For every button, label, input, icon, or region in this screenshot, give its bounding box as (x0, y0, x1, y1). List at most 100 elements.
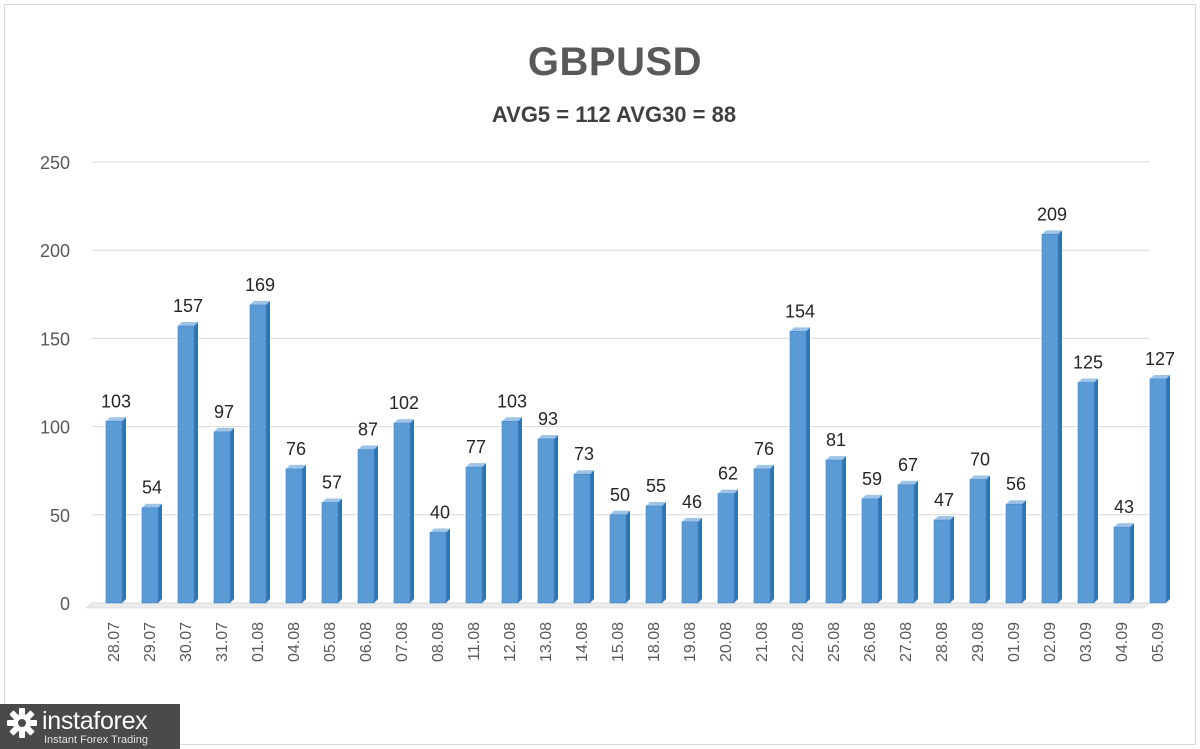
bar-top (178, 322, 198, 327)
bar-top (934, 516, 954, 521)
bar (501, 421, 519, 604)
data-label: 103 (497, 391, 527, 411)
data-label: 157 (173, 296, 203, 316)
bar-top (574, 470, 594, 475)
bar-side (1094, 378, 1098, 603)
data-label: 46 (682, 492, 702, 512)
bar (609, 514, 627, 604)
data-label: 169 (245, 275, 275, 295)
bar-top (1006, 500, 1026, 505)
chart-frame (4, 4, 1196, 745)
chart-floor (85, 602, 1151, 609)
data-label: 87 (358, 420, 378, 440)
bar-top (358, 445, 378, 450)
y-tick-label: 200 (40, 241, 70, 261)
y-tick-label: 0 (60, 594, 70, 614)
bar-side (446, 528, 450, 603)
bar-side (698, 517, 702, 603)
x-tick-label: 18.08 (646, 622, 663, 662)
bar (249, 304, 267, 604)
bar-side (158, 503, 162, 603)
data-label: 209 (1037, 204, 1067, 224)
bar-top (394, 419, 414, 424)
bar-top (1114, 523, 1134, 528)
bar-side (482, 463, 486, 603)
bar-top (970, 475, 990, 480)
x-tick-label: 04.08 (286, 622, 303, 662)
bar-side (842, 456, 846, 603)
x-tick-label: 06.08 (358, 622, 375, 662)
data-label: 55 (646, 476, 666, 496)
data-label: 81 (826, 430, 846, 450)
bar-top (286, 464, 306, 469)
x-tick-label: 20.08 (718, 622, 735, 662)
bar-top (106, 417, 126, 422)
bar-side (1166, 374, 1170, 603)
bar-top (826, 456, 846, 461)
x-tick-label: 21.08 (754, 622, 771, 662)
data-label: 103 (101, 391, 131, 411)
chart-title: GBPUSD (527, 40, 703, 84)
bar (1005, 503, 1023, 604)
logo-name: instaforex (42, 707, 148, 735)
bar-top (214, 427, 234, 432)
y-tick-label: 50 (50, 506, 70, 526)
bar-side (770, 464, 774, 603)
data-label: 54 (142, 478, 162, 498)
data-label: 73 (574, 444, 594, 464)
bar-top (898, 480, 918, 485)
bar (1077, 382, 1095, 604)
x-tick-label: 04.09 (1114, 622, 1131, 662)
x-tick-label: 31.07 (214, 622, 231, 662)
bar (861, 498, 879, 604)
data-label: 47 (934, 490, 954, 510)
bar-side (950, 516, 954, 603)
gear-icon (7, 708, 37, 738)
y-tick-label: 100 (40, 418, 70, 438)
x-tick-label: 29.07 (142, 622, 159, 662)
data-label: 93 (538, 409, 558, 429)
x-tick-label: 29.08 (970, 622, 987, 662)
x-tick-label: 01.08 (250, 622, 267, 662)
bar-side (302, 464, 306, 603)
x-tick-label: 13.08 (538, 622, 555, 662)
bar (1113, 526, 1131, 604)
data-label: 125 (1073, 353, 1103, 373)
data-label: 50 (610, 485, 630, 505)
bar (177, 325, 195, 604)
x-tick-label: 22.08 (790, 622, 807, 662)
x-tick-label: 15.08 (610, 622, 627, 662)
bar-top (1078, 378, 1098, 383)
x-tick-label: 11.08 (466, 622, 483, 661)
data-label: 97 (214, 402, 234, 422)
bar-side (626, 510, 630, 603)
data-label: 77 (466, 437, 486, 457)
bar-side (518, 417, 522, 603)
bar-side (734, 489, 738, 603)
x-tick-label: 12.08 (502, 622, 519, 662)
bar-top (718, 489, 738, 494)
bar-side (1058, 230, 1062, 603)
x-tick-label: 25.08 (826, 622, 843, 662)
bar-top (646, 501, 666, 506)
bar-side (1022, 500, 1026, 603)
data-label: 56 (1006, 474, 1026, 494)
bar (1149, 378, 1167, 604)
bar (681, 521, 699, 604)
y-tick-label: 250 (40, 153, 70, 173)
x-tick-label: 28.07 (106, 622, 123, 662)
bar-side (374, 445, 378, 603)
bar-side (554, 434, 558, 603)
bar-top (142, 503, 162, 508)
bar (825, 459, 843, 604)
bar (357, 449, 375, 604)
instaforex-logo: instaforex Instant Forex Trading (0, 704, 180, 749)
bar (969, 479, 987, 604)
bar (1041, 234, 1059, 604)
data-label: 57 (322, 472, 342, 492)
bar-side (194, 322, 198, 603)
bar (933, 519, 951, 604)
x-tick-label: 02.09 (1042, 622, 1059, 662)
x-tick-label: 08.08 (430, 622, 447, 662)
